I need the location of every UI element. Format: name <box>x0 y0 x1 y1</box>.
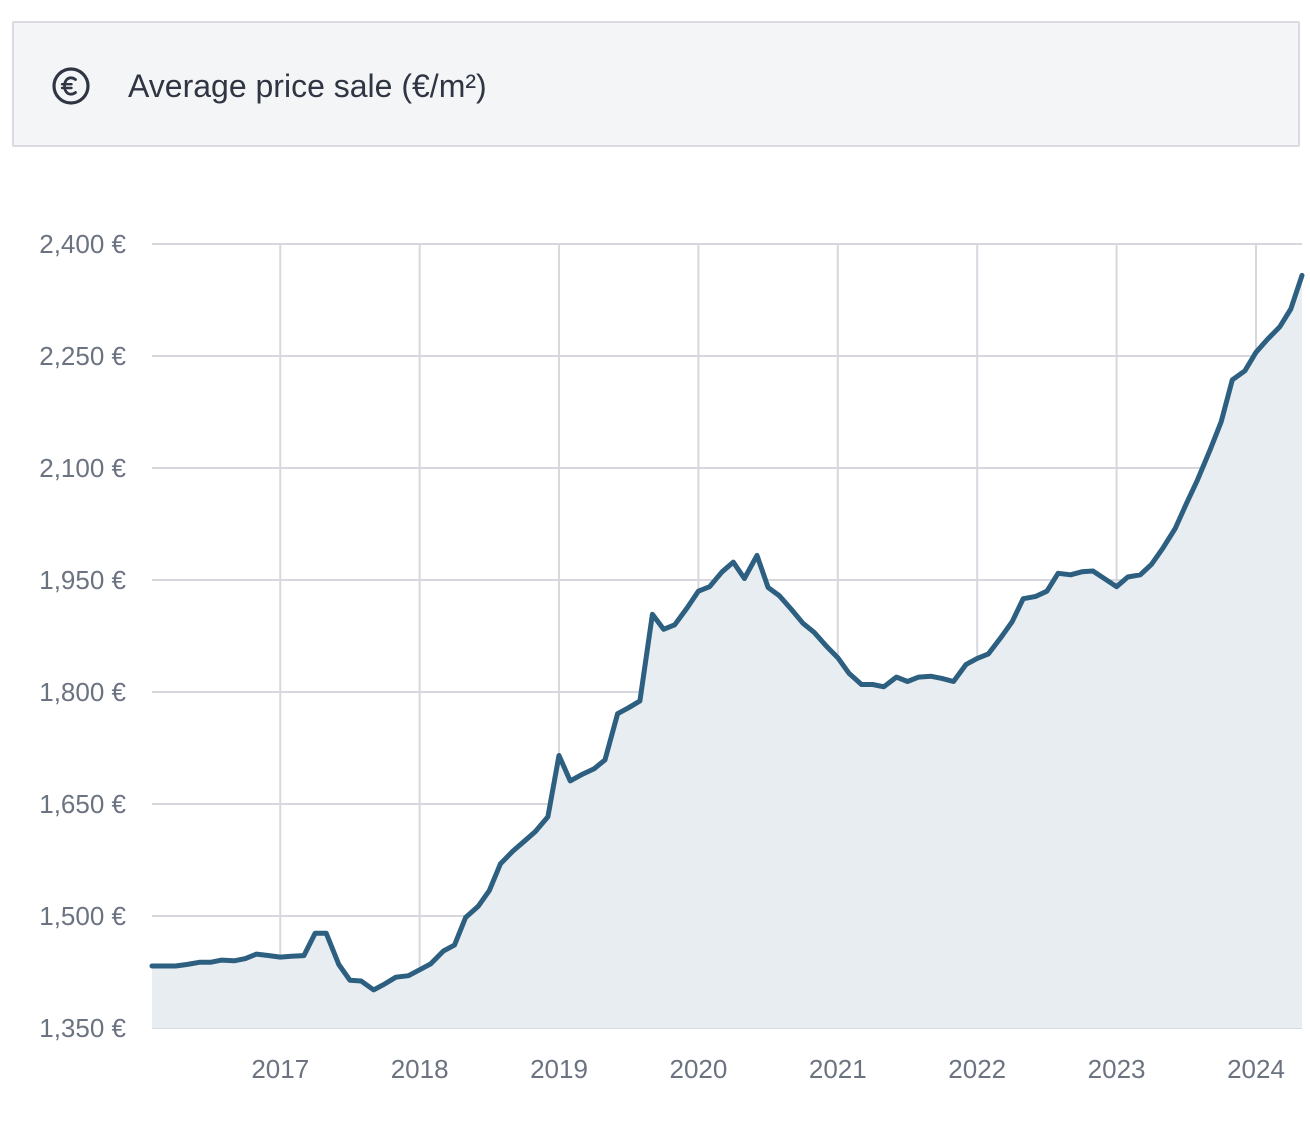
x-tick-label: 2022 <box>948 1054 1006 1084</box>
chart-header: Average price sale (€/m²) <box>12 21 1300 147</box>
y-tick-label: 1,950 € <box>39 565 126 595</box>
y-tick-label: 2,400 € <box>39 229 126 259</box>
chart-title: Average price sale (€/m²) <box>128 68 487 104</box>
x-tick-label: 2017 <box>251 1054 309 1084</box>
series-area <box>152 275 1302 1028</box>
y-tick-label: 1,650 € <box>39 789 126 819</box>
y-tick-label: 2,100 € <box>39 453 126 483</box>
x-tick-label: 2024 <box>1227 1054 1285 1084</box>
x-tick-label: 2023 <box>1088 1054 1146 1084</box>
euro-coin-icon <box>52 67 90 105</box>
x-tick-label: 2020 <box>670 1054 728 1084</box>
x-tick-label: 2021 <box>809 1054 867 1084</box>
y-tick-label: 1,350 € <box>39 1013 126 1043</box>
y-tick-label: 1,800 € <box>39 677 126 707</box>
x-tick-label: 2019 <box>530 1054 588 1084</box>
y-tick-label: 1,500 € <box>39 901 126 931</box>
series-line <box>149 272 1305 993</box>
y-tick-label: 2,250 € <box>39 341 126 371</box>
x-tick-label: 2018 <box>391 1054 449 1084</box>
